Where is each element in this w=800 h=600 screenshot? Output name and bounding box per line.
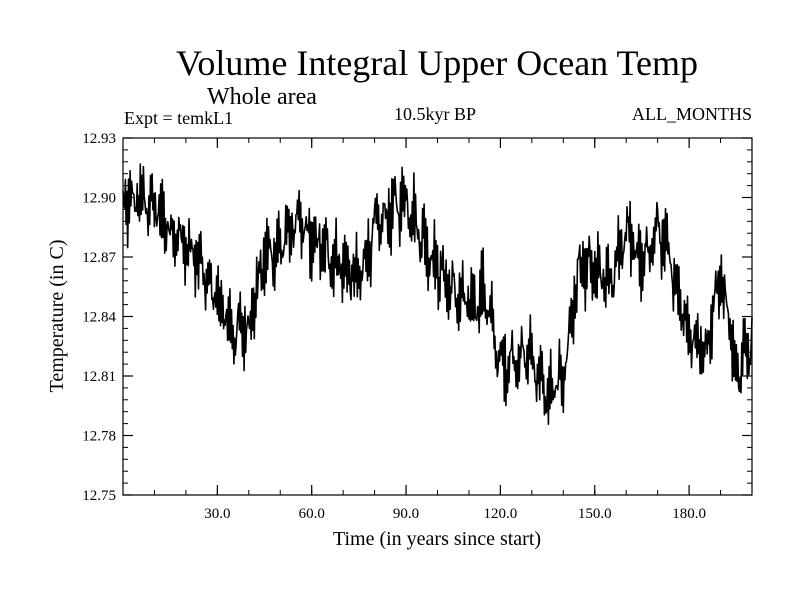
period-label: 10.5kyr BP <box>394 104 477 124</box>
x-tick-label: 90.0 <box>393 506 419 522</box>
series-line-temkL1 <box>122 163 753 426</box>
tick-label-layer: 30.0 60.0 90.0 120.0 150.0 180.0 12.75 12.78 12.… <box>82 131 706 522</box>
x-tick-label: 60.0 <box>299 506 325 522</box>
axis-layer <box>123 137 752 496</box>
y-tick-label: 12.87 <box>82 250 116 266</box>
x-tick-label: 180.0 <box>672 506 706 522</box>
y-tick-label: 12.84 <box>82 310 116 326</box>
y-tick-label: 12.78 <box>82 429 116 445</box>
experiment-label: Expt = temkL1 <box>124 108 234 128</box>
x-tick-label: 150.0 <box>578 506 612 522</box>
series-layer <box>122 163 753 426</box>
y-axis-label: Temperature (in C) <box>46 240 68 393</box>
x-tick-label: 120.0 <box>484 506 518 522</box>
y-tick-label: 12.81 <box>82 369 116 385</box>
y-tick-label: 12.93 <box>82 131 116 147</box>
months-label: ALL_MONTHS <box>632 104 752 124</box>
chart-title: Volume Integral Upper Ocean Temp <box>176 43 698 83</box>
chart-subtitle: Whole area <box>207 84 317 110</box>
x-axis-label: Time (in years since start) <box>333 528 541 550</box>
x-tick-label: 30.0 <box>204 506 230 522</box>
y-tick-label: 12.75 <box>82 488 116 504</box>
y-tick-label: 12.90 <box>82 191 116 207</box>
plot-frame <box>122 137 753 496</box>
